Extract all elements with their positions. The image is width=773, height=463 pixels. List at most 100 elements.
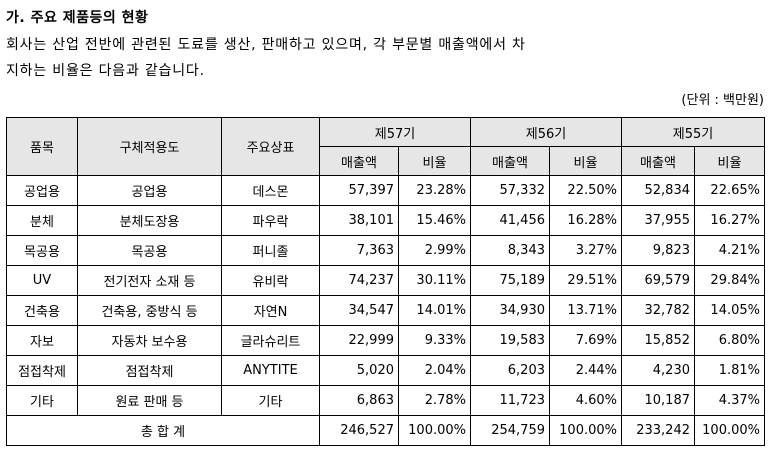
- table-row: 기타 원료 판매 등 기타 6,863 2.78% 11,723 4.60% 10,187 4.…: [6, 385, 765, 416]
- table-row: UV 전기전자 소재 등 유비락 74,237 30.11% 75,189 29.51% 69…: [6, 265, 765, 296]
- total-ratio-56: 100.00%: [549, 415, 622, 446]
- cell-sales-57: 57,397: [319, 175, 399, 206]
- cell-ratio-57: 2.78%: [398, 385, 471, 416]
- total-label: 총 합 계: [6, 415, 320, 446]
- description-line-1: 회사는 산업 전반에 관련된 도료를 생산, 판매하고 있으며, 각 부문별 매…: [6, 37, 526, 53]
- header-brand: 주요상표: [221, 117, 320, 176]
- cell-application: 자동차 보수용: [77, 325, 222, 356]
- cell-ratio-55: 16.27%: [694, 205, 765, 236]
- table-row: 자보 자동차 보수용 글라슈리트 22,999 9.33% 19,583 7.69% 15,8…: [6, 325, 765, 356]
- cell-item: UV: [6, 265, 78, 296]
- cell-sales-56: 41,456: [470, 205, 550, 236]
- table-body: 공업용 공업용 데스몬 57,397 23.28% 57,332 22.50% 52,834 2…: [6, 175, 765, 416]
- header-period-56: 제56기: [470, 117, 622, 147]
- total-ratio-57: 100.00%: [398, 415, 471, 446]
- cell-ratio-56: 4.60%: [549, 385, 622, 416]
- cell-sales-56: 19,583: [470, 325, 550, 356]
- cell-ratio-57: 15.46%: [398, 205, 471, 236]
- total-ratio-55: 100.00%: [694, 415, 765, 446]
- cell-item: 점접착제: [6, 355, 78, 386]
- header-sales-56: 매출액: [470, 146, 550, 176]
- cell-sales-55: 32,782: [621, 295, 695, 326]
- cell-item: 건축용: [6, 295, 78, 326]
- cell-sales-56: 34,930: [470, 295, 550, 326]
- cell-ratio-57: 2.04%: [398, 355, 471, 386]
- cell-ratio-55: 4.37%: [694, 385, 765, 416]
- cell-ratio-56: 7.69%: [549, 325, 622, 356]
- cell-sales-57: 5,020: [319, 355, 399, 386]
- total-row: 총 합 계 246,527 100.00% 254,759 100.00% 23…: [6, 415, 765, 446]
- cell-sales-57: 22,999: [319, 325, 399, 356]
- table-row: 공업용 공업용 데스몬 57,397 23.28% 57,332 22.50% 52,834 2…: [6, 175, 765, 206]
- cell-ratio-55: 1.81%: [694, 355, 765, 386]
- cell-sales-55: 9,823: [621, 235, 695, 266]
- table-row: 점접착제 점접착제 ANYTITE 5,020 2.04% 6,203 2.44% 4,230…: [6, 355, 765, 386]
- cell-sales-55: 15,852: [621, 325, 695, 356]
- cell-ratio-57: 2.99%: [398, 235, 471, 266]
- cell-item: 자보: [6, 325, 78, 356]
- cell-application: 원료 판매 등: [77, 385, 222, 416]
- total-sales-57: 246,527: [319, 415, 399, 446]
- cell-sales-56: 57,332: [470, 175, 550, 206]
- cell-application: 공업용: [77, 175, 222, 206]
- cell-sales-56: 11,723: [470, 385, 550, 416]
- cell-item: 기타: [6, 385, 78, 416]
- cell-sales-56: 8,343: [470, 235, 550, 266]
- cell-sales-56: 75,189: [470, 265, 550, 296]
- cell-ratio-57: 30.11%: [398, 265, 471, 296]
- cell-sales-55: 10,187: [621, 385, 695, 416]
- header-sales-57: 매출액: [319, 146, 399, 176]
- header-period-55: 제55기: [621, 117, 765, 147]
- cell-sales-56: 6,203: [470, 355, 550, 386]
- cell-item: 공업용: [6, 175, 78, 206]
- cell-brand: ANYTITE: [221, 355, 320, 386]
- cell-brand: 기타: [221, 385, 320, 416]
- cell-brand: 데스몬: [221, 175, 320, 206]
- header-ratio-57: 비율: [398, 146, 471, 176]
- cell-sales-57: 34,547: [319, 295, 399, 326]
- total-sales-56: 254,759: [470, 415, 550, 446]
- header-ratio-55: 비율: [694, 146, 765, 176]
- cell-ratio-55: 4.21%: [694, 235, 765, 266]
- cell-application: 분체도장용: [77, 205, 222, 236]
- cell-ratio-56: 2.44%: [549, 355, 622, 386]
- cell-application: 점접착제: [77, 355, 222, 386]
- total-sales-55: 233,242: [621, 415, 695, 446]
- cell-sales-55: 4,230: [621, 355, 695, 386]
- cell-ratio-55: 14.05%: [694, 295, 765, 326]
- cell-ratio-56: 13.71%: [549, 295, 622, 326]
- cell-ratio-57: 9.33%: [398, 325, 471, 356]
- cell-item: 목공용: [6, 235, 78, 266]
- cell-ratio-55: 22.65%: [694, 175, 765, 206]
- header-ratio-56: 비율: [549, 146, 622, 176]
- cell-ratio-57: 14.01%: [398, 295, 471, 326]
- table-row: 분체 분체도장용 파우락 38,101 15.46% 41,456 16.28% 37,955…: [6, 205, 765, 236]
- header-sales-55: 매출액: [621, 146, 695, 176]
- cell-ratio-55: 6.80%: [694, 325, 765, 356]
- unit-label: (단위 : 백만원): [681, 93, 764, 108]
- cell-application: 건축용, 중방식 등: [77, 295, 222, 326]
- cell-brand: 자연N: [221, 295, 320, 326]
- description-line-2: 지하는 비율은 다음과 같습니다.: [6, 63, 205, 79]
- cell-ratio-56: 3.27%: [549, 235, 622, 266]
- header-period-57: 제57기: [319, 117, 471, 147]
- cell-brand: 파우락: [221, 205, 320, 236]
- cell-sales-57: 74,237: [319, 265, 399, 296]
- cell-item: 분체: [6, 205, 78, 236]
- cell-brand: 퍼니졸: [221, 235, 320, 266]
- table-row: 건축용 건축용, 중방식 등 자연N 34,547 14.01% 34,930 13.71%…: [6, 295, 765, 326]
- cell-ratio-56: 22.50%: [549, 175, 622, 206]
- cell-ratio-57: 23.28%: [398, 175, 471, 206]
- cell-brand: 글라슈리트: [221, 325, 320, 356]
- section-heading: 가. 주요 제품등의 현황: [6, 10, 149, 26]
- cell-ratio-56: 29.51%: [549, 265, 622, 296]
- cell-ratio-56: 16.28%: [549, 205, 622, 236]
- header-item: 품목: [6, 117, 78, 176]
- cell-brand: 유비락: [221, 265, 320, 296]
- cell-sales-55: 37,955: [621, 205, 695, 236]
- cell-sales-57: 6,863: [319, 385, 399, 416]
- header-application: 구체적용도: [77, 117, 222, 176]
- cell-sales-55: 52,834: [621, 175, 695, 206]
- cell-application: 전기전자 소재 등: [77, 265, 222, 296]
- cell-sales-57: 7,363: [319, 235, 399, 266]
